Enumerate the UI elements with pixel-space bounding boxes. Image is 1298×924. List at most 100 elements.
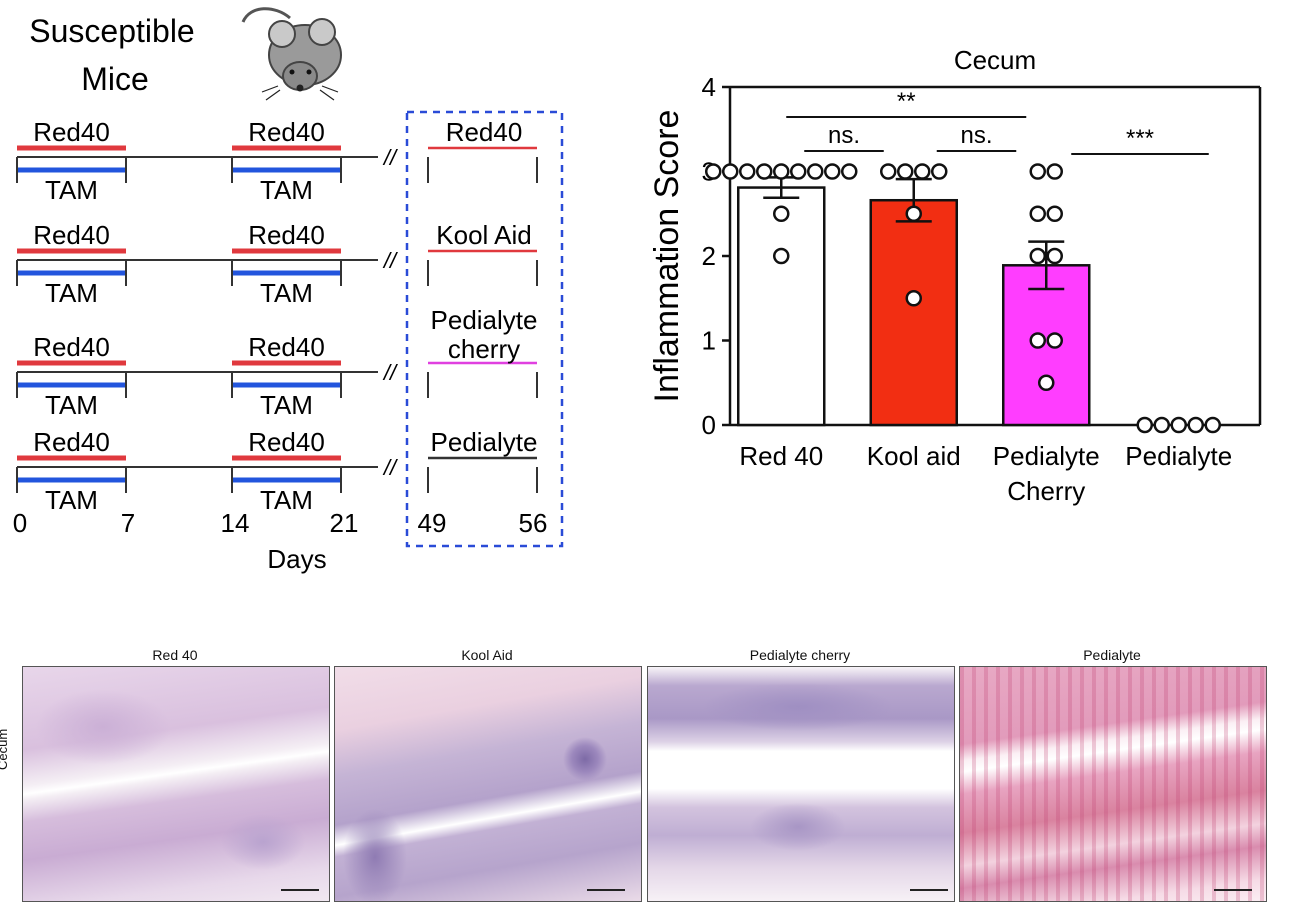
histology-image-red40 bbox=[22, 666, 330, 902]
data-point bbox=[931, 163, 948, 180]
tam-label: TAM bbox=[260, 390, 313, 420]
schematic-title-line2: Mice bbox=[81, 61, 149, 97]
treatment-schematic: Susceptible Mice // Red40 TAM Red40 TAM Red40… bbox=[13, 7, 564, 574]
mouse-icon bbox=[241, 7, 342, 101]
treatment-label: cherry bbox=[448, 334, 520, 364]
tam-label: TAM bbox=[260, 175, 313, 205]
chart-title: Cecum bbox=[954, 45, 1036, 75]
day-tick-0: 0 bbox=[13, 508, 27, 538]
red40-label: Red40 bbox=[248, 427, 325, 457]
tam-label: TAM bbox=[45, 485, 98, 515]
scale-bar bbox=[281, 889, 319, 891]
significance-label: ns. bbox=[828, 122, 860, 149]
data-point bbox=[1170, 416, 1187, 434]
treatment-label: Kool Aid bbox=[436, 220, 531, 250]
y-axis-label: Inflammation Score bbox=[648, 110, 686, 403]
timeline-row: // Red40 TAM Red40 TAM Pedialyte bbox=[16, 427, 538, 515]
data-point bbox=[1038, 374, 1055, 391]
red40-label: Red40 bbox=[33, 220, 110, 250]
data-point bbox=[1204, 416, 1221, 434]
red40-label: Red40 bbox=[248, 117, 325, 147]
significance-label: *** bbox=[1126, 125, 1154, 152]
bar bbox=[737, 186, 826, 427]
data-point bbox=[790, 163, 807, 180]
schematic-title-line1: Susceptible bbox=[29, 13, 194, 49]
bar bbox=[1002, 264, 1091, 427]
data-point bbox=[1136, 416, 1153, 434]
tam-label: TAM bbox=[45, 175, 98, 205]
histology-image-pedialyte-cherry bbox=[647, 666, 955, 902]
data-point bbox=[773, 205, 790, 222]
day-tick-49: 49 bbox=[418, 508, 447, 538]
treatment-label: Red40 bbox=[446, 117, 523, 147]
data-point bbox=[705, 163, 722, 180]
data-point bbox=[841, 163, 858, 180]
day-tick-21: 21 bbox=[330, 508, 359, 538]
red40-label: Red40 bbox=[33, 332, 110, 362]
data-point bbox=[1187, 416, 1204, 434]
data-point bbox=[880, 163, 897, 180]
data-point bbox=[773, 163, 790, 180]
data-point bbox=[1153, 416, 1170, 434]
data-point bbox=[773, 247, 790, 265]
treatment-window-box bbox=[405, 110, 564, 548]
data-point bbox=[756, 163, 773, 180]
red40-label: Red40 bbox=[33, 427, 110, 457]
day-tick-56: 56 bbox=[519, 508, 548, 538]
y-tick-label: 4 bbox=[702, 72, 716, 102]
bar bbox=[869, 198, 958, 427]
y-tick-label: 2 bbox=[702, 241, 716, 271]
data-point bbox=[807, 163, 824, 180]
data-point bbox=[1046, 247, 1063, 265]
x-tick-label: Cherry bbox=[1007, 476, 1085, 506]
axis-break-symbol: // bbox=[382, 145, 398, 170]
day-tick-14: 14 bbox=[221, 508, 250, 538]
red40-label: Red40 bbox=[33, 117, 110, 147]
timeline-row: // Red40 TAM Red40 TAM Red40 bbox=[16, 117, 538, 205]
significance-label: ** bbox=[897, 88, 916, 115]
data-point bbox=[1029, 332, 1046, 349]
data-point bbox=[1029, 163, 1046, 180]
data-point bbox=[1046, 332, 1063, 349]
histology-title-pedialyte: Pedialyte bbox=[1083, 647, 1141, 663]
x-tick-label: Red 40 bbox=[739, 441, 823, 471]
histology-title-pedialyte-cherry: Pedialyte cherry bbox=[749, 647, 851, 663]
histology-title-kool-aid: Kool Aid bbox=[461, 647, 513, 663]
red40-label: Red40 bbox=[248, 332, 325, 362]
data-point bbox=[1046, 205, 1063, 222]
x-tick-label: Pedialyte bbox=[993, 441, 1100, 471]
histology-image-kool-aid bbox=[334, 666, 642, 902]
y-tick-label: 0 bbox=[702, 410, 716, 440]
treatment-label: Pedialyte bbox=[431, 305, 538, 335]
histology-title-red40: Red 40 bbox=[152, 647, 198, 663]
tam-label: TAM bbox=[260, 278, 313, 308]
x-tick-label: Pedialyte bbox=[1125, 441, 1232, 471]
data-point bbox=[897, 163, 914, 180]
data-point bbox=[1029, 205, 1046, 222]
day-tick-7: 7 bbox=[121, 508, 135, 538]
axis-break-symbol: // bbox=[382, 360, 398, 385]
red40-label: Red40 bbox=[248, 220, 325, 250]
data-point bbox=[905, 290, 922, 307]
axis-break-symbol: // bbox=[382, 248, 398, 273]
tam-label: TAM bbox=[45, 278, 98, 308]
scale-bar bbox=[587, 889, 625, 891]
data-point bbox=[1029, 247, 1046, 265]
timeline-row: // Red40 TAM Red40 TAM Kool Aid bbox=[16, 220, 538, 308]
data-point bbox=[914, 163, 931, 180]
data-point bbox=[722, 163, 739, 180]
days-axis-label: Days bbox=[267, 544, 326, 574]
axis-break-symbol: // bbox=[382, 455, 398, 480]
row-label-cecum: Cecum bbox=[0, 728, 10, 770]
scale-bar bbox=[1214, 889, 1252, 891]
treatment-label: Pedialyte bbox=[431, 427, 538, 457]
y-tick-label: 1 bbox=[702, 326, 716, 356]
data-point bbox=[905, 205, 922, 222]
histology-image-pedialyte bbox=[959, 666, 1267, 902]
tam-label: TAM bbox=[45, 390, 98, 420]
data-point bbox=[1046, 163, 1063, 180]
data-point bbox=[739, 163, 756, 180]
significance-label: ns. bbox=[960, 122, 992, 149]
